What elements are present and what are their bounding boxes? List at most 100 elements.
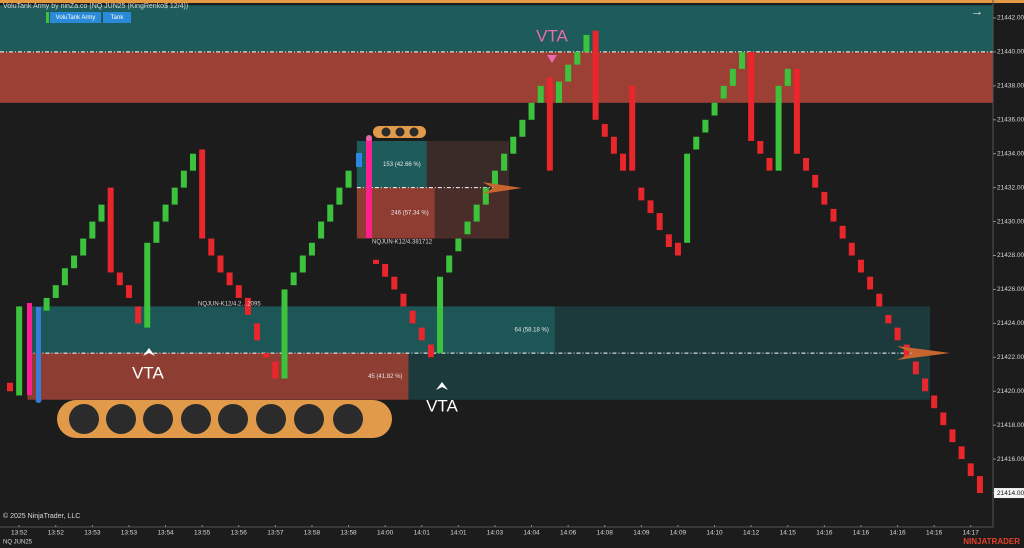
x-tick-label: 14:09 <box>633 530 650 537</box>
zone-upper <box>27 306 555 354</box>
x-tick-label: 13:58 <box>304 530 321 537</box>
x-tick-label: 14:03 <box>487 530 504 537</box>
candle <box>894 327 901 341</box>
candle <box>839 225 846 239</box>
y-tick-label: 21428.00 <box>997 252 1024 259</box>
zone-volume-label: 153 (42.66 %) <box>383 162 421 168</box>
x-tick-label: 14:16 <box>889 530 906 537</box>
signal-arrow <box>482 182 522 194</box>
x-tick-label: 13:58 <box>340 530 357 537</box>
candle <box>656 213 663 231</box>
candle <box>546 77 553 171</box>
zone-extension <box>434 187 510 239</box>
candle <box>949 429 956 443</box>
button[interactable] <box>103 12 131 23</box>
indicator-bar <box>36 307 41 400</box>
y-tick-label: 21422.00 <box>997 354 1024 361</box>
candle <box>80 238 87 256</box>
candle <box>912 361 919 375</box>
candle <box>52 285 59 298</box>
zone-volume-label: 246 (57.34 %) <box>391 211 429 217</box>
candle <box>519 119 526 137</box>
y-tick-label: 21416.00 <box>997 456 1024 463</box>
candle <box>610 136 617 154</box>
candle <box>702 119 709 133</box>
candle <box>153 221 160 243</box>
zone-lower <box>0 51 993 103</box>
indicator-dot <box>35 397 42 403</box>
candle <box>693 136 700 150</box>
y-tick-label: 21432.00 <box>997 184 1024 191</box>
candle <box>482 187 489 205</box>
candle <box>61 268 68 286</box>
nav-arrow[interactable]: → <box>971 3 984 18</box>
button-label[interactable]: VoluTank Army <box>56 15 96 21</box>
x-tick-label: 14:15 <box>780 530 797 537</box>
candle <box>107 187 114 273</box>
x-tick-label: 14:00 <box>377 530 394 537</box>
candle <box>464 221 471 235</box>
button[interactable] <box>50 12 101 23</box>
candle <box>345 170 352 188</box>
candle <box>592 30 599 120</box>
candle <box>391 276 398 290</box>
candle <box>556 81 562 103</box>
x-tick-label: 14:01 <box>450 530 467 537</box>
x-tick-label: 14:01 <box>414 530 431 537</box>
candle <box>528 102 535 120</box>
candles <box>7 30 983 494</box>
candle <box>318 221 325 239</box>
candle <box>821 191 828 205</box>
candle <box>43 297 50 311</box>
candle <box>491 170 498 188</box>
zone-upper <box>0 5 993 52</box>
candle <box>793 68 800 154</box>
candle <box>638 187 645 201</box>
x-tick-label: 13:57 <box>267 530 284 537</box>
candle <box>98 204 105 222</box>
candle <box>684 153 691 243</box>
vta-label: VTA <box>536 26 568 45</box>
zone-tag: NQJUN-K12/4.2…2095 <box>198 302 261 308</box>
candle <box>757 140 764 154</box>
x-tick-label: 13:53 <box>121 530 138 537</box>
candle <box>976 476 983 494</box>
candle <box>574 51 581 65</box>
x-tick-label: 14:04 <box>523 530 540 537</box>
top-accent <box>0 0 1024 3</box>
chart-title: VoluTank Army by ninZa.co (NQ JUN25 (Kin… <box>3 3 188 10</box>
candle <box>400 293 407 307</box>
candle <box>940 412 947 426</box>
brand: NINJATRADER <box>963 537 1020 546</box>
y-tick-label: 21434.00 <box>997 150 1024 157</box>
button-label[interactable]: Tank <box>111 15 125 21</box>
vta-marker <box>143 348 155 356</box>
candle <box>537 85 544 103</box>
candle <box>290 272 297 286</box>
x-tick-label: 13:52 <box>11 530 28 537</box>
candle <box>217 255 224 273</box>
y-tick-label: 21418.00 <box>997 422 1024 429</box>
x-tick-label: 14:16 <box>926 530 943 537</box>
vta-label: VTA <box>132 363 164 382</box>
x-tick-label: 13:54 <box>157 530 174 537</box>
candle <box>958 446 965 460</box>
candle <box>272 361 279 379</box>
x-tick-label: 14:10 <box>706 530 723 537</box>
candle <box>7 382 13 392</box>
candle <box>629 85 636 171</box>
y-tick-label: 21424.00 <box>997 320 1024 327</box>
x-tick-label: 14:17 <box>963 530 980 537</box>
candle <box>254 323 261 341</box>
vta-label: VTA <box>426 396 458 415</box>
candle <box>373 259 379 264</box>
candle <box>601 124 608 137</box>
candle <box>208 238 215 256</box>
y-tick-label: 21430.00 <box>997 218 1024 225</box>
candle <box>409 310 416 324</box>
candle <box>427 344 434 358</box>
candle <box>226 272 233 286</box>
candle <box>739 51 745 69</box>
candle <box>876 293 883 307</box>
